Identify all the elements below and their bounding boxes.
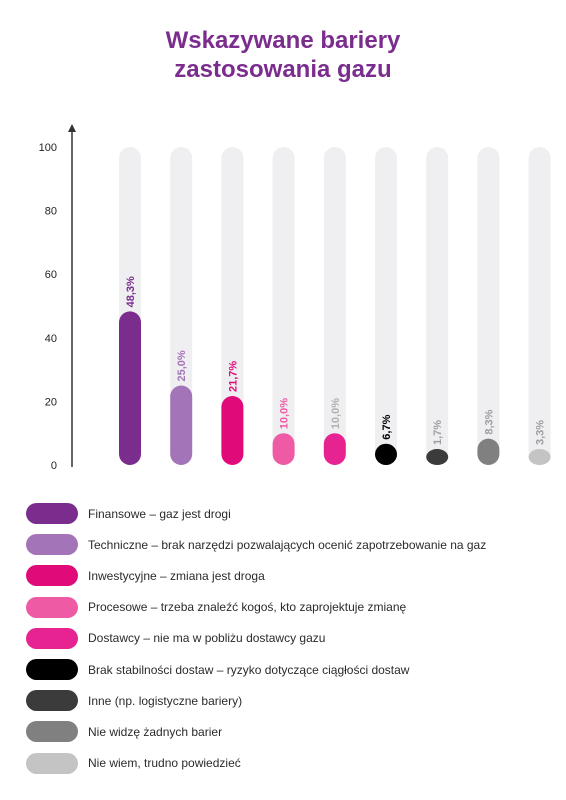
bar xyxy=(170,385,193,465)
legend-swatch xyxy=(26,627,78,649)
bar xyxy=(221,395,244,465)
bar-data-label: 6,7% xyxy=(381,414,393,439)
bar xyxy=(477,438,500,465)
bar-data-label: 1,7% xyxy=(432,420,444,445)
legend-item: Techniczne – brak narzędzi pozwalających… xyxy=(26,529,546,560)
legend-label: Nie wiem, trudno powiedzieć xyxy=(88,756,241,771)
bar xyxy=(528,449,551,465)
legend-item: Inne (np. logistyczne bariery) xyxy=(26,685,546,716)
bar xyxy=(426,449,449,465)
legend-label: Techniczne – brak narzędzi pozwalających… xyxy=(88,537,487,552)
legend-swatch xyxy=(26,534,78,556)
bar-data-label: 25,0% xyxy=(176,350,188,381)
legend-swatch xyxy=(26,690,78,712)
y-tick-label: 100 xyxy=(39,142,57,154)
bar-data-label: 8,3% xyxy=(483,409,495,434)
legend-label: Brak stabilności dostaw – ryzyko dotyczą… xyxy=(88,662,410,677)
legend-label: Dostawcy – nie ma w pobliżu dostawcy gaz… xyxy=(88,631,326,646)
bar-data-label: 21,7% xyxy=(227,361,239,392)
bar xyxy=(272,433,295,465)
legend-swatch xyxy=(26,503,78,525)
legend-label: Inne (np. logistyczne bariery) xyxy=(88,693,243,708)
legend-label: Finansowe – gaz jest drogi xyxy=(88,506,231,521)
chart-title-line-1: Wskazywane bariery xyxy=(165,27,401,54)
legend-item: Dostawcy – nie ma w pobliżu dostawcy gaz… xyxy=(26,623,546,654)
y-axis-arrow xyxy=(68,124,76,132)
bar-track xyxy=(477,147,500,465)
bar-track xyxy=(272,147,295,465)
bar-track xyxy=(375,147,397,465)
legend-swatch xyxy=(26,596,78,618)
bar-data-label: 3,3% xyxy=(535,420,547,445)
bar-track xyxy=(221,147,244,465)
chart-title: Wskazywane bariery zastosowania gazu xyxy=(0,26,566,84)
chart-title-line-2: zastosowania gazu xyxy=(174,56,392,83)
legend-swatch xyxy=(26,752,78,774)
bar-track xyxy=(528,147,551,465)
bar-track xyxy=(426,147,449,465)
bar xyxy=(323,433,346,465)
legend-label: Procesowe – trzeba znaleźć kogoś, kto za… xyxy=(88,600,407,615)
legend-item: Nie widzę żadnych barier xyxy=(26,716,546,747)
bar-chart: 0 20 40 60 80 100 48,3% 25,0% 21,7% 10,0% 10,0% 6,7… xyxy=(39,124,551,472)
legend-swatch xyxy=(26,659,78,681)
legend-item: Brak stabilności dostaw – ryzyko dotyczą… xyxy=(26,654,546,685)
legend-item: Finansowe – gaz jest drogi xyxy=(26,498,546,529)
bar-data-label: 48,3% xyxy=(125,276,137,307)
bar xyxy=(119,311,141,465)
bar-data-label: 10,0% xyxy=(279,398,291,429)
bar-track xyxy=(323,147,346,465)
legend-label: Nie widzę żadnych barier xyxy=(88,724,223,739)
bar-data-label: 10,0% xyxy=(330,398,342,429)
bar xyxy=(375,443,397,465)
legend-item: Nie wiem, trudno powiedzieć xyxy=(26,748,546,779)
legend-label: Inwestycyjne – zmiana jest droga xyxy=(88,568,265,583)
chart-legend: Finansowe – gaz jest drogi Techniczne – b… xyxy=(26,498,546,779)
legend-swatch xyxy=(26,565,78,587)
legend-item: Procesowe – trzeba znaleźć kogoś, kto za… xyxy=(26,592,546,623)
y-tick-label: 0 xyxy=(51,460,57,472)
y-tick-label: 40 xyxy=(45,333,57,345)
y-tick-label: 60 xyxy=(45,269,57,281)
legend-item: Inwestycyjne – zmiana jest droga xyxy=(26,560,546,591)
legend-swatch xyxy=(26,721,78,743)
y-tick-label: 20 xyxy=(45,396,57,408)
bar-track xyxy=(170,147,193,465)
y-tick-label: 80 xyxy=(45,206,57,218)
